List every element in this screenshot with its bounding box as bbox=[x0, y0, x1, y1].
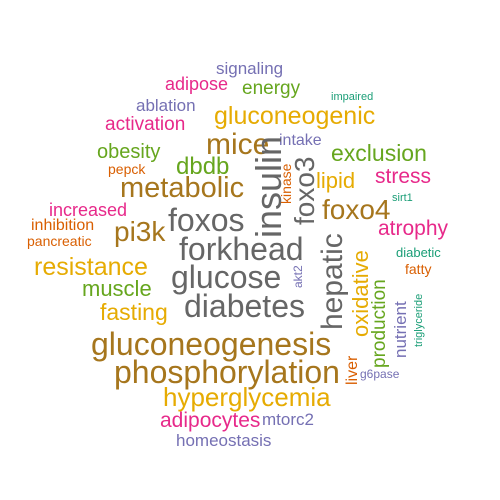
word-increased: increased bbox=[49, 200, 128, 220]
word-akt2: akt2 bbox=[291, 265, 305, 288]
word-activation: activation bbox=[105, 114, 186, 135]
word-impaired: impaired bbox=[331, 91, 374, 103]
word-dbdb: dbdb bbox=[176, 153, 230, 180]
word-lipid: lipid bbox=[316, 168, 356, 193]
word-phosphorylation: phosphorylation bbox=[114, 354, 340, 390]
word-hyperglycemia: hyperglycemia bbox=[163, 382, 331, 412]
word-resistance: resistance bbox=[34, 253, 148, 281]
word-pancreatic: pancreatic bbox=[27, 233, 92, 249]
word-hepatic: hepatic bbox=[316, 233, 349, 330]
word-fasting: fasting bbox=[100, 299, 168, 325]
word-exclusion: exclusion bbox=[331, 140, 427, 166]
word-foxo3: foxo3 bbox=[289, 156, 320, 226]
word-obesity: obesity bbox=[97, 141, 161, 163]
word-metabolic: metabolic bbox=[120, 172, 245, 204]
word-g6pase: g6pase bbox=[360, 367, 400, 381]
word-glucose: glucose bbox=[171, 259, 282, 295]
word-signaling: signaling bbox=[216, 59, 284, 78]
word-forkhead: forkhead bbox=[179, 231, 304, 267]
word-triglyceride: triglyceride bbox=[413, 293, 425, 347]
word-diabetes: diabetes bbox=[184, 288, 305, 324]
word-sirt1: sirt1 bbox=[392, 192, 413, 204]
word-production: production bbox=[369, 279, 390, 368]
word-homeostasis: homeostasis bbox=[176, 431, 272, 450]
word-mice: mice bbox=[206, 128, 270, 161]
word-mtorc2: mtorc2 bbox=[262, 410, 314, 429]
word-nutrient: nutrient bbox=[391, 301, 410, 358]
word-intake: intake bbox=[279, 132, 322, 149]
word-atrophy: atrophy bbox=[378, 217, 449, 240]
word-foxos: foxos bbox=[168, 202, 245, 238]
word-ablation: ablation bbox=[136, 96, 196, 115]
word-pi3k: pi3k bbox=[114, 216, 166, 247]
word-energy: energy bbox=[242, 78, 301, 99]
word-inhibition: inhibition bbox=[31, 217, 95, 234]
word-diabetic: diabetic bbox=[396, 245, 441, 260]
word-stress: stress bbox=[375, 165, 432, 188]
word-muscle: muscle bbox=[82, 276, 152, 301]
word-foxo4: foxo4 bbox=[322, 194, 391, 225]
word-liver: liver bbox=[344, 355, 361, 385]
word-fatty: fatty bbox=[405, 261, 432, 277]
word-gluconeogenic: gluconeogenic bbox=[214, 102, 376, 130]
word-adipose: adipose bbox=[165, 74, 229, 94]
word-gluconeogenesis: gluconeogenesis bbox=[91, 326, 332, 362]
word-pepck: pepck bbox=[108, 161, 146, 177]
word-adipocytes: adipocytes bbox=[160, 409, 261, 432]
